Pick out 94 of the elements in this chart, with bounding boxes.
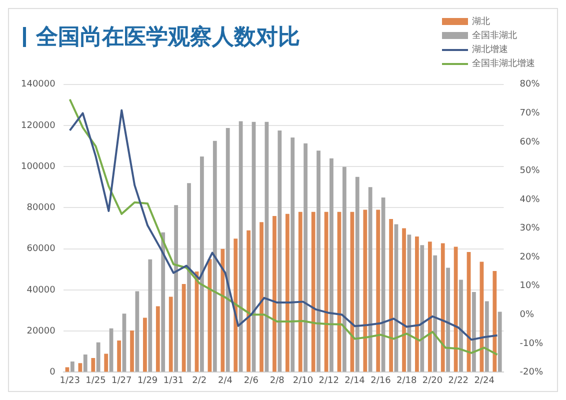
- bar: [104, 354, 108, 372]
- bar: [226, 128, 230, 372]
- bar: [290, 137, 295, 372]
- bar: [363, 210, 368, 372]
- bar: [440, 243, 445, 372]
- y2-tick-label: 50%: [520, 166, 540, 176]
- chart-title: 全国尚在医学观察人数对比: [36, 24, 300, 52]
- bar: [143, 318, 147, 372]
- x-tick-label: 1/31: [163, 376, 184, 386]
- x-tick-label: 2/22: [448, 376, 469, 386]
- y-tick-label: 140000: [20, 80, 56, 90]
- bar: [122, 314, 126, 372]
- bar: [117, 340, 121, 372]
- bar: [316, 150, 320, 372]
- x-tick-label: 2/10: [292, 376, 314, 386]
- y-tick-label: 60000: [26, 244, 56, 254]
- y-tick-label: 20000: [26, 326, 56, 336]
- bar: [234, 238, 238, 372]
- x-tick-label: 2/20: [422, 376, 443, 386]
- bar: [83, 354, 88, 372]
- bar: [174, 205, 178, 372]
- bar: [182, 284, 186, 372]
- y-tick-label: 0: [50, 368, 56, 378]
- bar: [278, 130, 282, 372]
- bar: [428, 242, 432, 372]
- bar: [454, 246, 458, 372]
- bar: [285, 214, 290, 372]
- bar: [130, 330, 134, 372]
- y2-tick-label: 20%: [520, 252, 540, 262]
- bar: [220, 248, 225, 372]
- y2-tick-label: 40%: [520, 194, 540, 205]
- bar: [376, 210, 380, 372]
- x-tick-label: 2/24: [474, 376, 495, 386]
- y2-tick-label: 70%: [520, 108, 540, 119]
- bar: [402, 228, 406, 372]
- bar: [161, 232, 166, 372]
- y-tick-label: 40000: [26, 285, 56, 296]
- bar: [187, 183, 191, 372]
- legend-label: 全国非湖北: [472, 30, 517, 42]
- bar: [433, 255, 438, 372]
- bar: [70, 362, 74, 372]
- bar: [272, 216, 276, 372]
- x-tick-label: 2/16: [370, 376, 392, 386]
- bar: [368, 187, 372, 372]
- bar: [330, 158, 334, 372]
- bar: [260, 222, 264, 372]
- bar: [135, 291, 140, 372]
- y-tick-label: 120000: [20, 120, 56, 131]
- bar: [459, 280, 463, 372]
- x-tick-label: 2/4: [218, 376, 233, 386]
- bar: [200, 156, 204, 372]
- bar: [446, 268, 450, 372]
- y2-tick-label: 80%: [520, 80, 540, 90]
- bar: [304, 143, 308, 372]
- y2-tick-label: 0%: [520, 310, 534, 320]
- bar: [484, 301, 489, 372]
- bar: [238, 121, 243, 372]
- legend-label: 湖北: [472, 16, 490, 28]
- bar: [498, 312, 502, 372]
- x-tick-label: 1/25: [86, 376, 106, 386]
- bar: [246, 230, 251, 372]
- x-tick-label: 1/23: [60, 376, 80, 386]
- x-tick-label: 2/2: [192, 376, 207, 386]
- bar: [420, 245, 424, 372]
- bar: [156, 306, 160, 372]
- bar: [96, 342, 100, 372]
- y-tick-label: 80000: [26, 203, 56, 214]
- bar: [168, 296, 173, 372]
- y2-tick-label: 60%: [520, 137, 540, 148]
- bar: [355, 176, 360, 372]
- bar: [389, 219, 394, 372]
- y-tick-label: 100000: [20, 162, 56, 172]
- x-tick-label: 2/8: [270, 376, 285, 386]
- bar: [472, 292, 476, 372]
- bar: [311, 212, 316, 372]
- bar: [342, 166, 346, 372]
- bar: [148, 259, 152, 372]
- x-tick-label: 1/29: [137, 376, 158, 386]
- legend-label: 湖北增速: [472, 44, 508, 56]
- bar: [91, 358, 96, 372]
- x-tick-label: 2/6: [244, 376, 259, 386]
- bar: [212, 140, 217, 372]
- x-tick-label: 2/14: [344, 376, 366, 386]
- y2-tick-label: -20%: [520, 368, 544, 378]
- y2-tick-label: -10%: [520, 338, 544, 349]
- legend-label: 全国非湖北增速: [472, 58, 535, 70]
- x-tick-label: 2/12: [318, 376, 339, 386]
- bar: [415, 236, 419, 372]
- x-tick-label: 1/27: [112, 376, 132, 386]
- x-tick-label: 2/18: [396, 376, 417, 386]
- y2-tick-label: 10%: [520, 281, 540, 292]
- bar: [298, 212, 302, 372]
- bar: [492, 271, 497, 372]
- y2-tick-label: 30%: [520, 224, 540, 234]
